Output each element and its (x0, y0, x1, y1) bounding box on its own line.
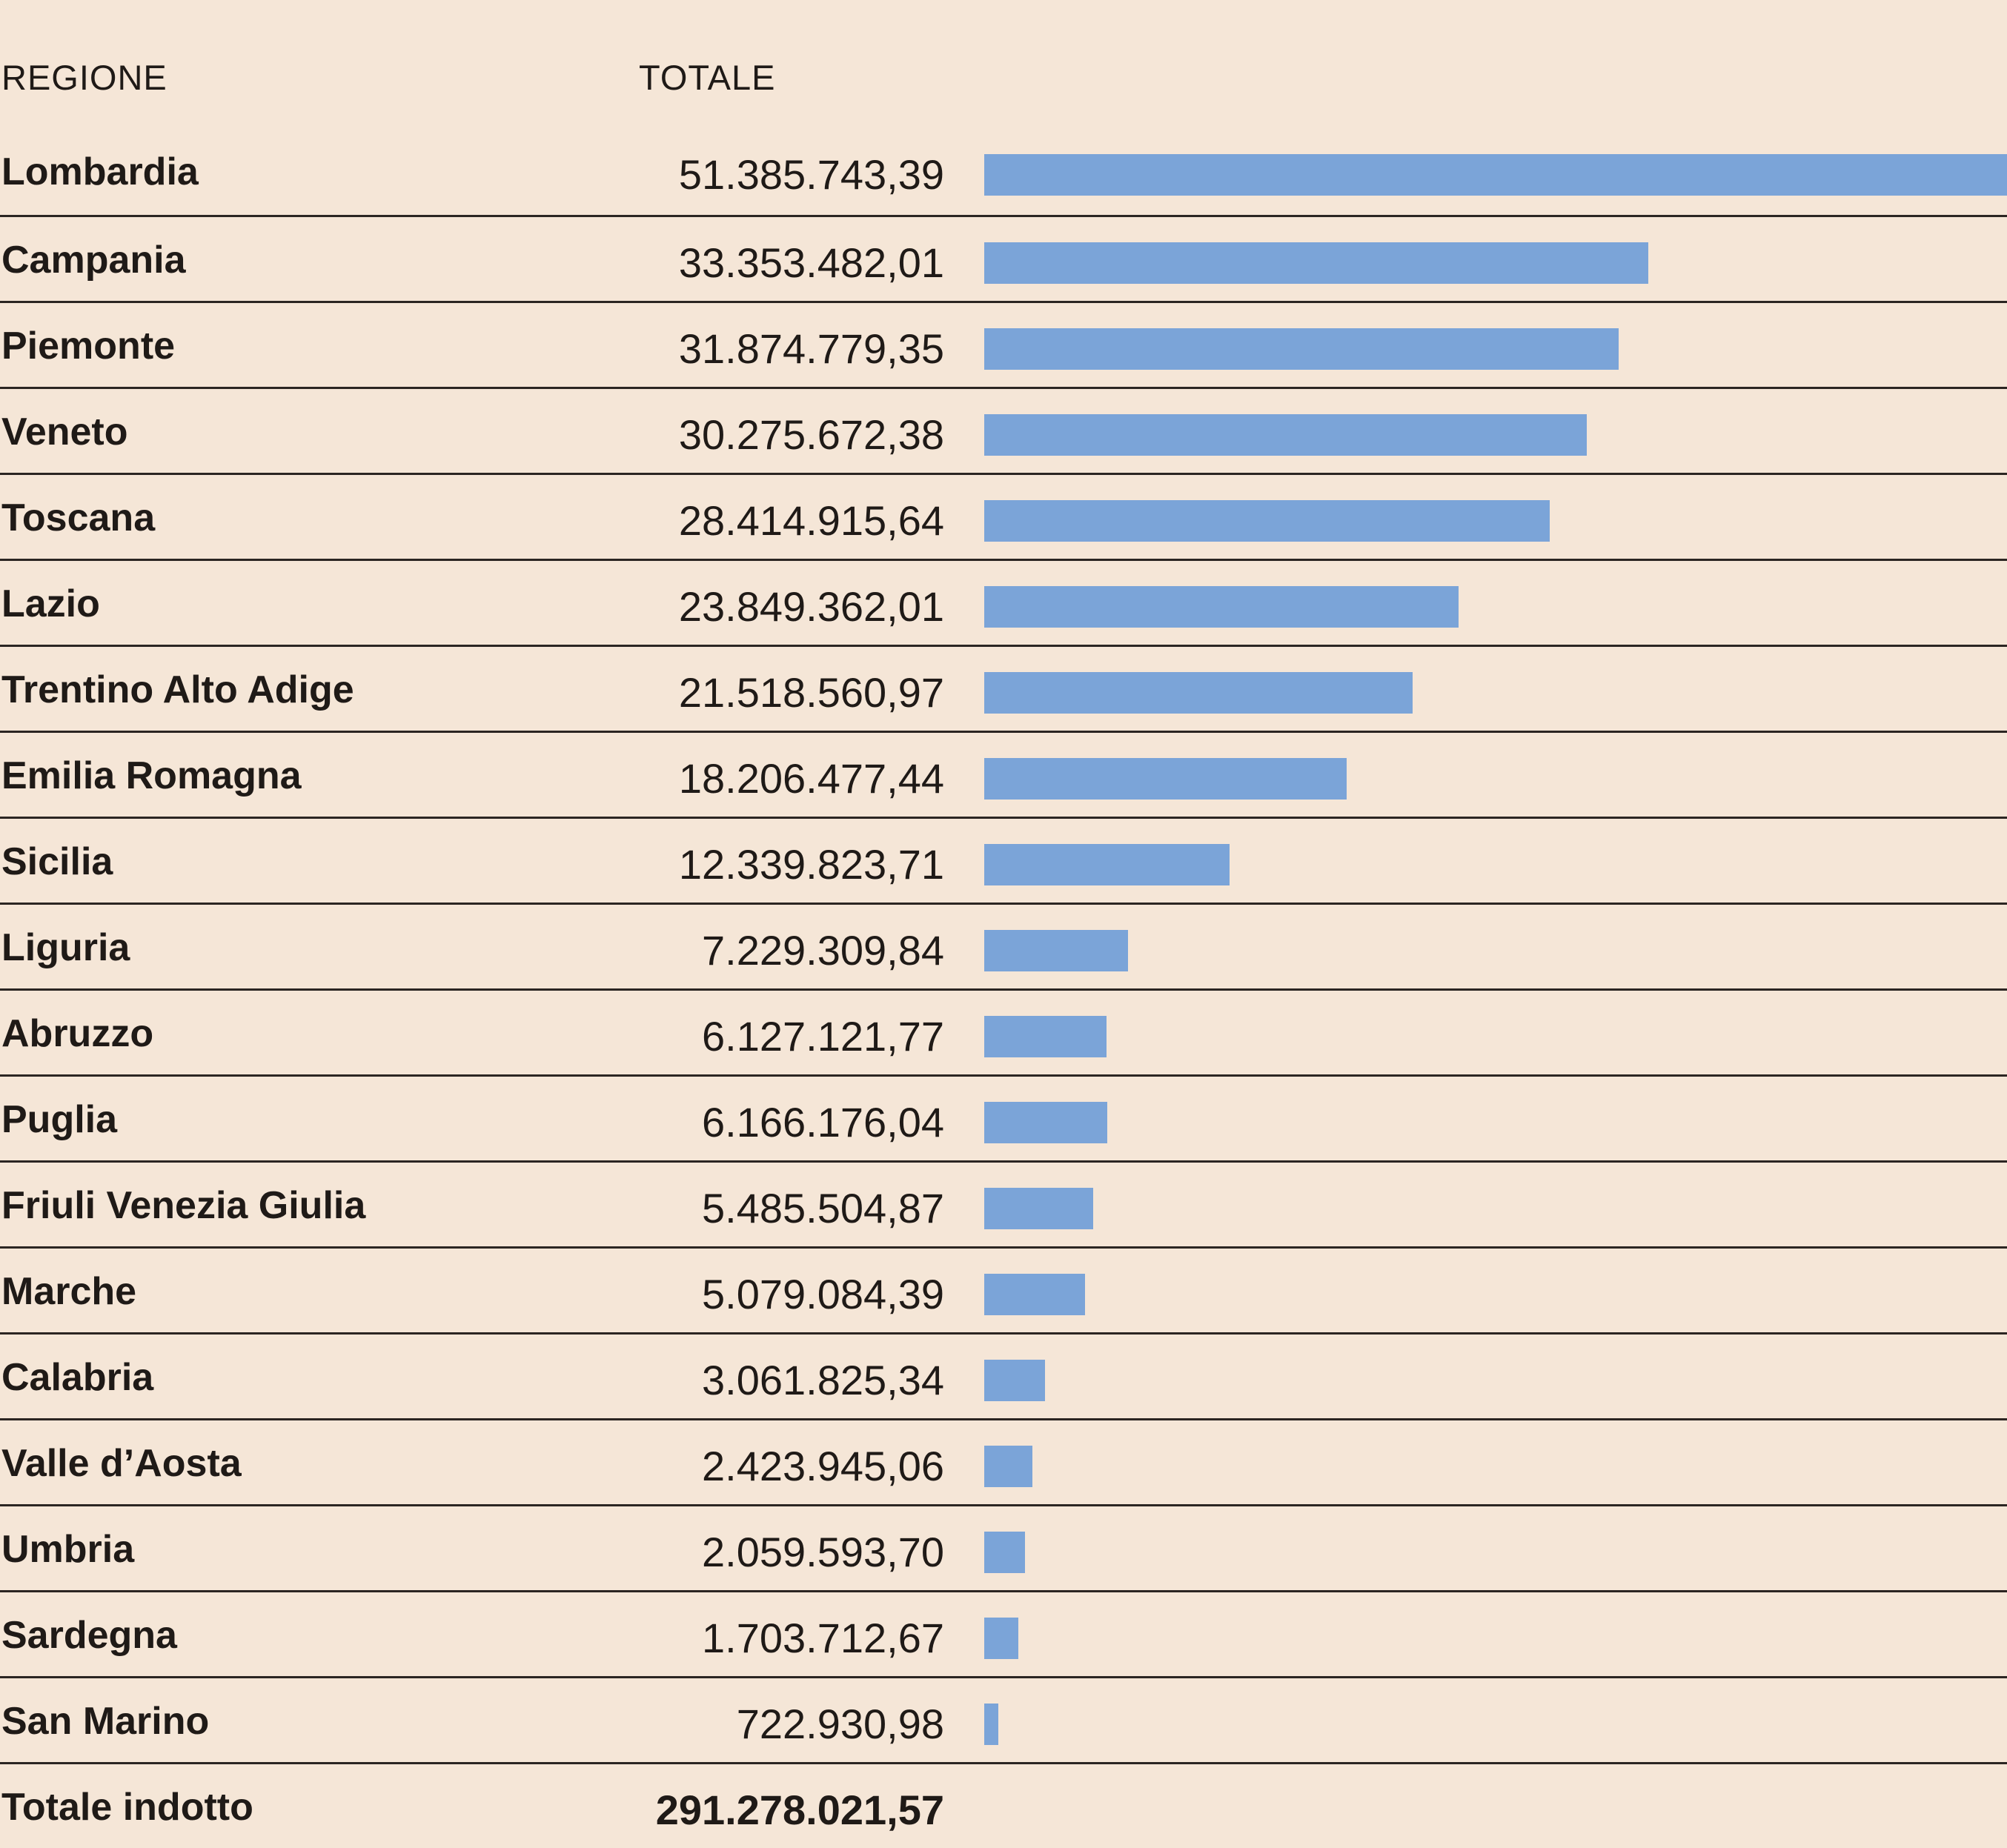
region-label: Abruzzo (1, 1012, 154, 1055)
table-row: Lazio 23.849.362,01 (0, 559, 2007, 645)
bar (984, 586, 1459, 628)
region-label: Emilia Romagna (1, 754, 302, 797)
bar (984, 1274, 1086, 1315)
value-label: 1.703.712,67 (702, 1615, 944, 1661)
region-label: Friuli Venezia Giulia (1, 1184, 366, 1227)
region-label: Lazio (1, 582, 100, 625)
region-label: Campania (1, 239, 186, 282)
bar (984, 1446, 1033, 1487)
table-row: Campania 33.353.482,01 (0, 215, 2007, 301)
value-label: 28.414.915,64 (678, 497, 944, 544)
table-row: Liguria 7.229.309,84 (0, 903, 2007, 988)
region-label: Puglia (1, 1098, 118, 1141)
table-row: Piemonte 31.874.779,35 (0, 301, 2007, 387)
region-label: Veneto (1, 411, 128, 453)
table-row: Sardegna 1.703.712,67 (0, 1590, 2007, 1676)
region-label: San Marino (1, 1700, 210, 1743)
table-row: Toscana 28.414.915,64 (0, 473, 2007, 559)
region-label: Sicilia (1, 840, 113, 883)
region-label: Valle d’Aosta (1, 1442, 242, 1485)
table-row: Valle d’Aosta 2.423.945,06 (0, 1418, 2007, 1504)
value-label: 3.061.825,34 (702, 1357, 944, 1403)
bar (984, 1618, 1018, 1659)
table-row: Marche 5.079.084,39 (0, 1246, 2007, 1332)
table-header: REGIONE TOTALE (0, 0, 2007, 119)
bar (984, 1188, 1094, 1229)
table-row: Lombardia 51.385.743,39 (0, 130, 2007, 216)
bar (984, 672, 1413, 714)
value-label: 18.206.477,44 (678, 755, 944, 802)
bar (984, 500, 1550, 542)
table-row: Trentino Alto Adige 21.518.560,97 (0, 645, 2007, 731)
bar (984, 930, 1129, 971)
table-row: Umbria 2.059.593,70 (0, 1504, 2007, 1590)
region-label: Lombardia (1, 150, 199, 193)
bar (984, 328, 1619, 370)
value-label: 51.385.743,39 (678, 151, 944, 198)
region-label: Toscana (1, 496, 156, 539)
region-label: Calabria (1, 1356, 154, 1399)
value-label: 21.518.560,97 (678, 669, 944, 716)
value-label: 23.849.362,01 (678, 583, 944, 630)
bar (984, 1102, 1107, 1143)
region-label: Marche (1, 1270, 137, 1313)
value-label: 6.166.176,04 (702, 1099, 944, 1146)
table-row: San Marino 722.930,98 (0, 1676, 2007, 1762)
value-label: 2.423.945,06 (702, 1443, 944, 1489)
table-row: Veneto 30.275.672,38 (0, 387, 2007, 473)
bar (984, 758, 1347, 800)
value-label: 33.353.482,01 (678, 239, 944, 286)
bar (984, 1016, 1107, 1057)
region-label: Liguria (1, 926, 130, 969)
value-label: 12.339.823,71 (678, 841, 944, 888)
bar (984, 154, 2007, 196)
bar (984, 1704, 999, 1745)
region-label: Umbria (1, 1528, 135, 1571)
table-row: Sicilia 12.339.823,71 (0, 817, 2007, 903)
value-label: 722.930,98 (736, 1701, 944, 1747)
table-row: Friuli Venezia Giulia 5.485.504,87 (0, 1160, 2007, 1246)
total-label: Totale indotto (1, 1786, 253, 1829)
table-row: Calabria 3.061.825,34 (0, 1332, 2007, 1418)
table-row: Emilia Romagna 18.206.477,44 (0, 731, 2007, 817)
value-label: 5.485.504,87 (702, 1185, 944, 1232)
total-value: 291.278.021,57 (655, 1786, 944, 1833)
bar (984, 844, 1230, 885)
value-label: 30.275.672,38 (678, 411, 944, 458)
region-label: Piemonte (1, 325, 176, 368)
column-header-region: REGIONE (1, 58, 167, 97)
table-row: Puglia 6.166.176,04 (0, 1074, 2007, 1160)
bar (984, 414, 1588, 456)
region-label: Trentino Alto Adige (1, 668, 354, 711)
value-label: 2.059.593,70 (702, 1529, 944, 1575)
bar (984, 1532, 1026, 1573)
bar (984, 242, 1648, 284)
total-row: Totale indotto 291.278.021,57 (0, 1762, 2007, 1848)
value-label: 31.874.779,35 (678, 325, 944, 372)
column-header-total: TOTALE (639, 58, 776, 97)
bar (984, 1360, 1046, 1401)
region-label: Sardegna (1, 1614, 177, 1657)
value-label: 6.127.121,77 (702, 1013, 944, 1060)
value-label: 7.229.309,84 (702, 927, 944, 974)
value-label: 5.079.084,39 (702, 1271, 944, 1317)
table-row: Abruzzo 6.127.121,77 (0, 988, 2007, 1074)
